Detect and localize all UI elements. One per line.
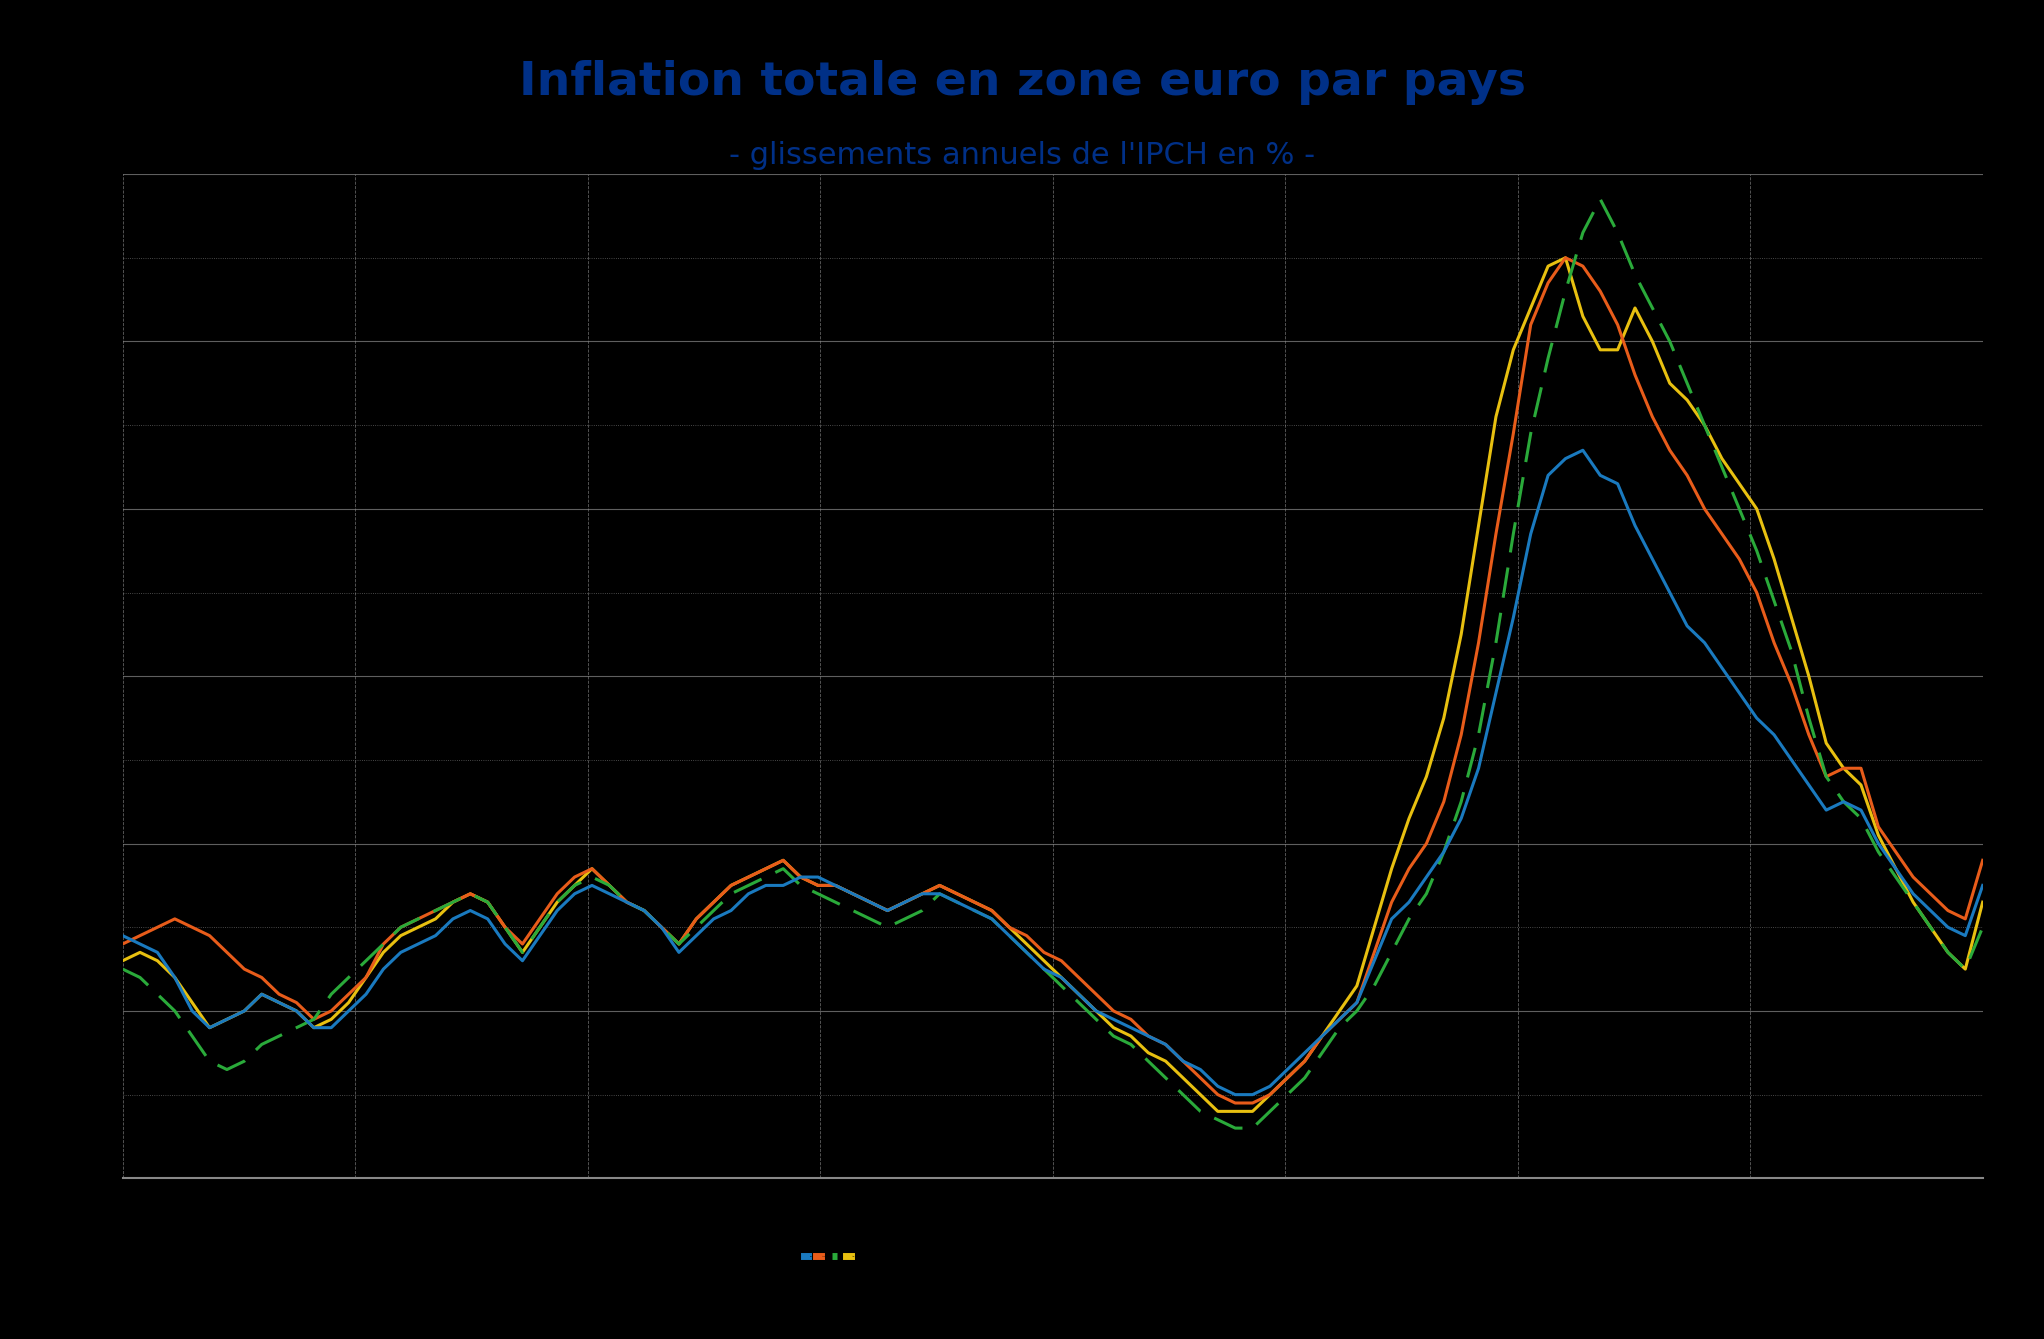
Text: Inflation totale en zone euro par pays: Inflation totale en zone euro par pays [519,60,1525,106]
Text: - glissements annuels de l'IPCH en % -: - glissements annuels de l'IPCH en % - [730,141,1314,170]
Legend: France, Allemagne, Espagne, Italie: France, Allemagne, Espagne, Italie [803,1255,856,1257]
